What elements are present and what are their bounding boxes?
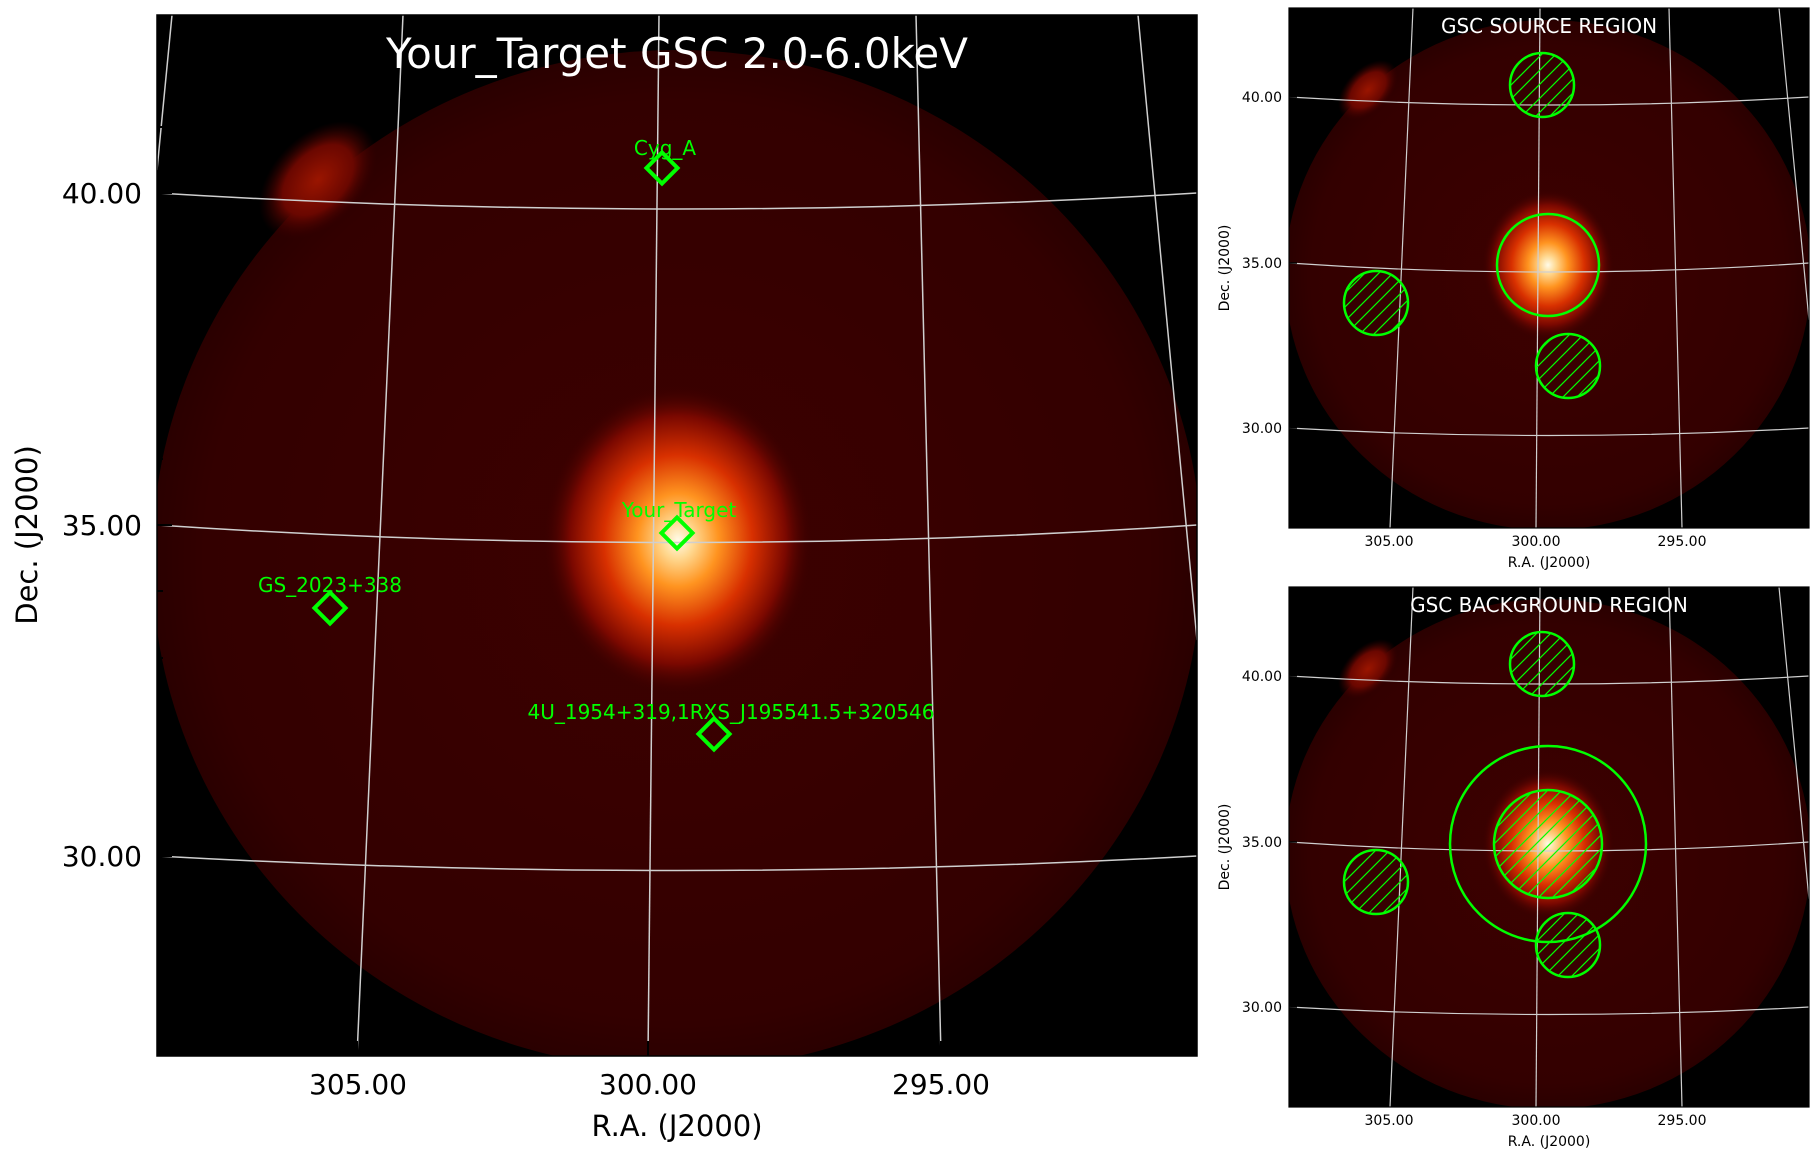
main-grid-ra-295 [915,15,942,1056]
background-y-tick-40: 40.00 [1242,669,1282,685]
main-y-tick-35: 35.00 [62,509,142,542]
background-x-tick-305: 305.00 [1365,1113,1414,1129]
background-grid-ra-305 [1389,587,1414,1107]
main-grid-ra-310 [157,15,173,171]
source-target-glow [1482,190,1614,340]
source-edge-emission [1338,60,1398,120]
source-x-tick-300: 300.00 [1512,534,1561,550]
background-exclusion-4u-1954 [1534,911,1602,979]
source-exclusion-gs-2023 [1342,269,1410,337]
source-marker-4u-1954 [695,715,733,753]
main-grid-ra-290 [1137,15,1197,641]
main-title: Your_Target GSC 2.0-6.0keV [385,29,968,78]
main-grid-dec-30 [157,855,1197,872]
source-marker-your-target [658,514,696,552]
source-y-axis-label: Dec. (J2000) [1217,225,1233,312]
background-x-tick-300: 300.00 [1512,1113,1561,1129]
background-region-panel: GSC BACKGROUND REGION 305.00 300.00 295.… [1217,586,1810,1150]
background-x-axis-label: R.A. (J2000) [1508,1134,1591,1150]
source-marker-cyg-a [643,149,681,187]
main-grid-ra-305 [356,15,404,1056]
source-y-tick-35: 35.00 [1242,256,1282,272]
source-exclusion-cyg-a [1508,51,1576,119]
source-grid-dec-35 [1289,262,1809,273]
source-grid-ra-295 [1668,8,1683,528]
background-exclusion-cyg-a [1508,630,1576,698]
source-x-axis-label: R.A. (J2000) [1508,555,1591,571]
source-grid-ra-305 [1389,8,1414,528]
source-y-tick-40: 40.00 [1242,90,1282,106]
source-grid-ra-290 [1778,8,1809,321]
main-x-tick-300: 300.00 [599,1068,697,1101]
background-grid-ra-295 [1668,587,1683,1107]
background-x-tick-295: 295.00 [1658,1113,1707,1129]
source-marker-gs-2023 [311,589,349,627]
main-plot-frame [156,14,1198,1057]
main-grid-dec-35 [157,524,1197,544]
main-panel: Cyg_A Your_Target GS_2023+338 4U_1954+31… [10,14,1198,1143]
background-y-tick-35: 35.00 [1242,835,1282,851]
background-edge-emission [1338,639,1398,699]
main-target-glow [543,385,813,695]
main-bottom-ticks [356,1041,942,1056]
main-grid-dec-40 [157,192,1197,210]
source-panel-title: GSC SOURCE REGION [1441,14,1657,38]
source-region-panel: GSC SOURCE REGION 305.00 300.00 295.00 4… [1217,7,1810,571]
main-left-ticks [157,59,172,990]
main-y-axis-label: Dec. (J2000) [10,445,44,625]
source-x-tick-305: 305.00 [1365,534,1414,550]
background-y-tick-30: 30.00 [1242,1000,1282,1016]
source-x-tick-295: 295.00 [1658,534,1707,550]
source-label-your-target: Your_Target [621,498,737,522]
source-label-cyg-a: Cyg_A [634,136,696,160]
main-x-tick-295: 295.00 [892,1068,990,1101]
source-plot-frame [1288,7,1810,529]
background-grid-ra-290 [1778,587,1809,900]
background-inner-exclusion [1492,788,1604,900]
background-panel-title: GSC BACKGROUND REGION [1410,593,1688,617]
main-y-tick-30: 30.00 [62,840,142,873]
background-plot-frame [1288,586,1810,1108]
main-x-axis-label: R.A. (J2000) [591,1109,762,1143]
main-x-tick-305: 305.00 [309,1068,407,1101]
main-grid-ra-300 [647,15,660,1056]
source-label-gs-2023: GS_2023+338 [258,573,402,597]
background-exclusion-gs-2023 [1342,848,1410,916]
source-label-4u-1954: 4U_1954+319,1RXS_J195541.5+320546 [527,700,934,724]
background-y-axis-label: Dec. (J2000) [1217,804,1233,891]
background-grid-dec-30 [1289,1006,1809,1016]
source-y-tick-30: 30.00 [1242,421,1282,437]
source-left-ticks [1289,96,1297,429]
main-edge-emission [259,121,377,239]
main-y-tick-40: 40.00 [62,177,142,210]
source-grid-dec-30 [1289,427,1809,437]
source-region-circle [1495,212,1601,318]
background-left-ticks [1289,675,1297,1008]
source-exclusion-4u-1954 [1534,332,1602,400]
